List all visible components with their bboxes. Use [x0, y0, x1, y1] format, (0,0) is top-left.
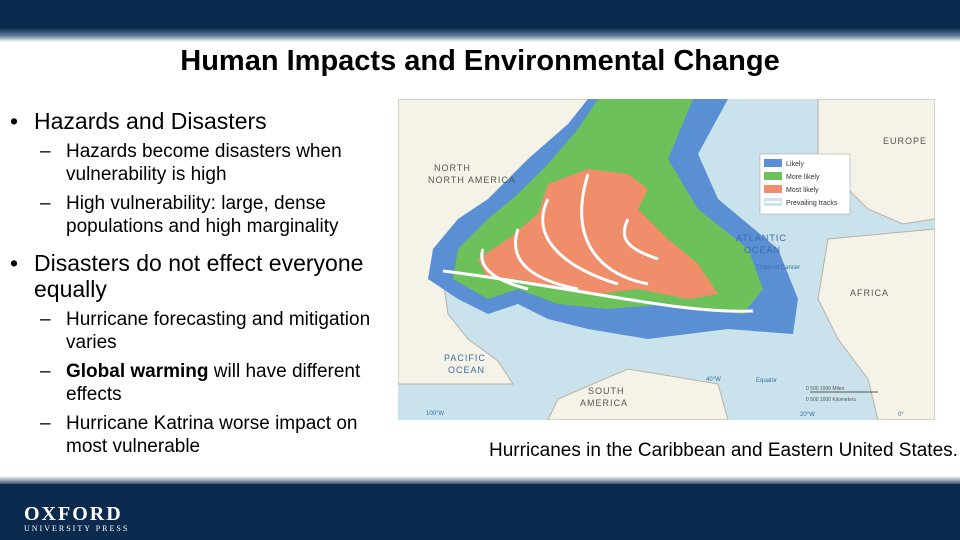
map-caption: Hurricanes in the Caribbean and Eastern … — [489, 440, 958, 461]
global-warming-bold: Global warming — [66, 361, 209, 382]
map-legend: Likely More likely Most likely Prevailin… — [759, 153, 851, 215]
label-north-america: NORTH AMERICA — [428, 175, 516, 185]
south-america-land — [547, 368, 729, 420]
label-equator: Equator — [756, 378, 777, 384]
bullet-list: Hazards and Disasters Hazards become dis… — [10, 108, 380, 458]
header-band-fade — [0, 28, 960, 42]
label-lon-20: 20°W — [800, 412, 815, 418]
track-north-1 — [580, 173, 649, 286]
bullet-disasters: Disasters do not effect everyone equally — [10, 250, 380, 302]
footer-band — [0, 484, 960, 540]
legend-likely-label: Likely — [786, 161, 804, 168]
track-gulf — [480, 248, 529, 291]
global-warming-rest: will have different effects — [66, 361, 361, 405]
legend-most-likely-swatch — [764, 185, 782, 193]
legend-most-likely-label: Most likely — [786, 187, 819, 194]
bullet-hazards: Hazards and Disasters — [10, 108, 380, 134]
label-lon-40: 40°W — [706, 377, 721, 383]
sub-bullet-katrina: Hurricane Katrina worse impact on most v… — [10, 412, 380, 458]
label-tropic: Tropic of Cancer — [756, 265, 800, 271]
label-europe: EUROPE — [883, 136, 927, 146]
label-south: SOUTH — [588, 386, 625, 396]
track-north-2 — [541, 198, 619, 286]
label-north: NORTH — [434, 163, 471, 173]
footer-band-fade — [0, 476, 960, 486]
legend-more-likely-swatch — [764, 172, 782, 180]
label-atlantic-1: ATLANTIC — [736, 233, 787, 243]
logo-line-2: UNIVERSITY PRESS — [24, 524, 130, 533]
sub-bullet-vulnerability: Hazards become disasters when vulnerabil… — [10, 140, 380, 186]
hurricane-map: NORTH NORTH AMERICA EUROPE ATLANTIC OCEA… — [398, 99, 935, 420]
africa-land — [817, 228, 935, 420]
label-atlantic-2: OCEAN — [744, 245, 781, 255]
logo-line-1: OXFORD — [24, 503, 123, 525]
legend-likely-swatch — [764, 159, 782, 167]
sub-bullet-high-vulnerability: High vulnerability: large, dense populat… — [10, 192, 380, 238]
scale-km: 0 500 1000 Kilometers — [806, 397, 857, 403]
label-south-america: AMERICA — [580, 398, 628, 408]
sub-bullet-forecasting: Hurricane forecasting and mitigation var… — [10, 308, 380, 354]
legend-tracks-label: Prevailing tracks — [786, 200, 838, 207]
most-likely-zone — [478, 169, 718, 299]
oxford-logo: OXFORD UNIVERSITY PRESS — [24, 504, 129, 534]
label-pacific-2: OCEAN — [448, 365, 485, 375]
label-lon-100: 100°W — [426, 411, 444, 417]
scale-miles: 0 500 1000 Miles — [806, 386, 845, 392]
track-north-4 — [622, 218, 659, 261]
scale-bar: 0 500 1000 Miles 0 500 1000 Kilometers — [806, 386, 878, 403]
track-north-3 — [514, 228, 579, 291]
slide-title: Human Impacts and Environmental Change — [180, 45, 780, 77]
prevailing-tracks — [442, 173, 754, 313]
hurricane-map-svg: NORTH NORTH AMERICA EUROPE ATLANTIC OCEA… — [398, 99, 935, 420]
label-pacific-1: PACIFIC — [444, 353, 486, 363]
label-lon-0: 0° — [898, 412, 904, 418]
legend-more-likely-label: More likely — [786, 174, 820, 181]
sub-bullet-global-warming: Global warming will have different effec… — [10, 360, 380, 406]
label-africa: AFRICA — [850, 288, 889, 298]
